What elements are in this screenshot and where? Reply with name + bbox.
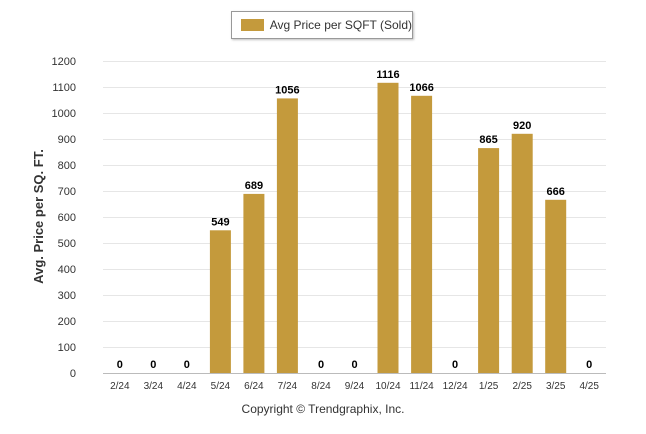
- data-label: 0: [184, 359, 190, 371]
- data-label: 0: [117, 359, 123, 371]
- copyright-text: Copyright © Trendgraphix, Inc.: [241, 402, 405, 416]
- data-label: 920: [513, 120, 531, 132]
- bar: [545, 199, 567, 373]
- x-tick-label: 7/24: [278, 381, 298, 392]
- x-tick-label: 4/25: [579, 381, 599, 392]
- x-tick-label: 9/24: [345, 381, 365, 392]
- data-label: 549: [211, 216, 229, 228]
- bar: [209, 230, 231, 373]
- y-tick-label: 300: [58, 290, 76, 302]
- y-tick-label: 600: [58, 212, 76, 224]
- x-tick-label: 6/24: [244, 381, 264, 392]
- data-label: 1056: [275, 84, 299, 96]
- bar: [377, 82, 399, 374]
- y-tick-label: 100: [58, 342, 76, 354]
- data-label: 0: [351, 359, 357, 371]
- data-label: 0: [586, 359, 592, 371]
- data-label: 689: [245, 180, 263, 192]
- y-tick-label: 900: [58, 134, 76, 146]
- y-tick-label: 1100: [52, 82, 76, 94]
- x-tick-label: 4/24: [177, 381, 197, 392]
- bars: [209, 82, 567, 374]
- data-label: 865: [479, 134, 497, 146]
- x-tick-label: 5/24: [211, 381, 231, 392]
- bar: [478, 148, 500, 373]
- data-label: 0: [318, 359, 324, 371]
- bar: [276, 98, 298, 374]
- y-tick-label: 200: [58, 316, 76, 328]
- y-axis-label-container: Avg. Price per SQ. FT.: [26, 58, 50, 374]
- legend-swatch: [241, 19, 264, 31]
- y-tick-label: 700: [58, 186, 76, 198]
- x-tick-label: 2/24: [110, 381, 130, 392]
- y-tick-label: 400: [58, 264, 76, 276]
- data-label: 0: [452, 359, 458, 371]
- data-label: 0: [150, 359, 156, 371]
- x-tick-label: 8/24: [311, 381, 331, 392]
- bar: [411, 95, 433, 374]
- y-tick-label: 800: [58, 160, 76, 172]
- y-axis-label: Avg. Price per SQ. FT.: [30, 148, 46, 284]
- y-tick-label: 500: [58, 238, 76, 250]
- data-label: 1066: [409, 82, 433, 94]
- y-tick-label: 1200: [52, 56, 76, 68]
- data-label: 666: [547, 186, 565, 198]
- data-label: 1116: [376, 69, 399, 81]
- bar: [511, 133, 533, 373]
- x-tick-label: 10/24: [375, 381, 400, 392]
- legend-label: Avg Price per SQFT (Sold): [269, 18, 412, 32]
- y-tick-labels: 0 100 200 300 400 500 600 700 800 900 1000 1100 1200: [52, 56, 76, 380]
- x-tick-label: 11/24: [409, 381, 434, 392]
- x-tick-label: 3/25: [546, 381, 566, 392]
- x-tick-label: 1/25: [479, 381, 499, 392]
- y-tick-label: 0: [70, 368, 76, 380]
- data-labels: 0 0 0 549 689 1056 0 0 1116 1066 0 865 920 666 0: [117, 69, 593, 371]
- x-tick-label: 12/24: [443, 381, 468, 392]
- bar: [243, 193, 265, 373]
- x-tick-labels: 2/24 3/24 4/24 5/24 6/24 7/24 8/24 9/24 10/24 11/…: [110, 381, 599, 392]
- x-tick-label: 2/25: [512, 381, 532, 392]
- y-tick-label: 1000: [52, 108, 76, 120]
- x-tick-label: 3/24: [144, 381, 164, 392]
- chart-legend: Avg Price per SQFT (Sold): [231, 11, 413, 39]
